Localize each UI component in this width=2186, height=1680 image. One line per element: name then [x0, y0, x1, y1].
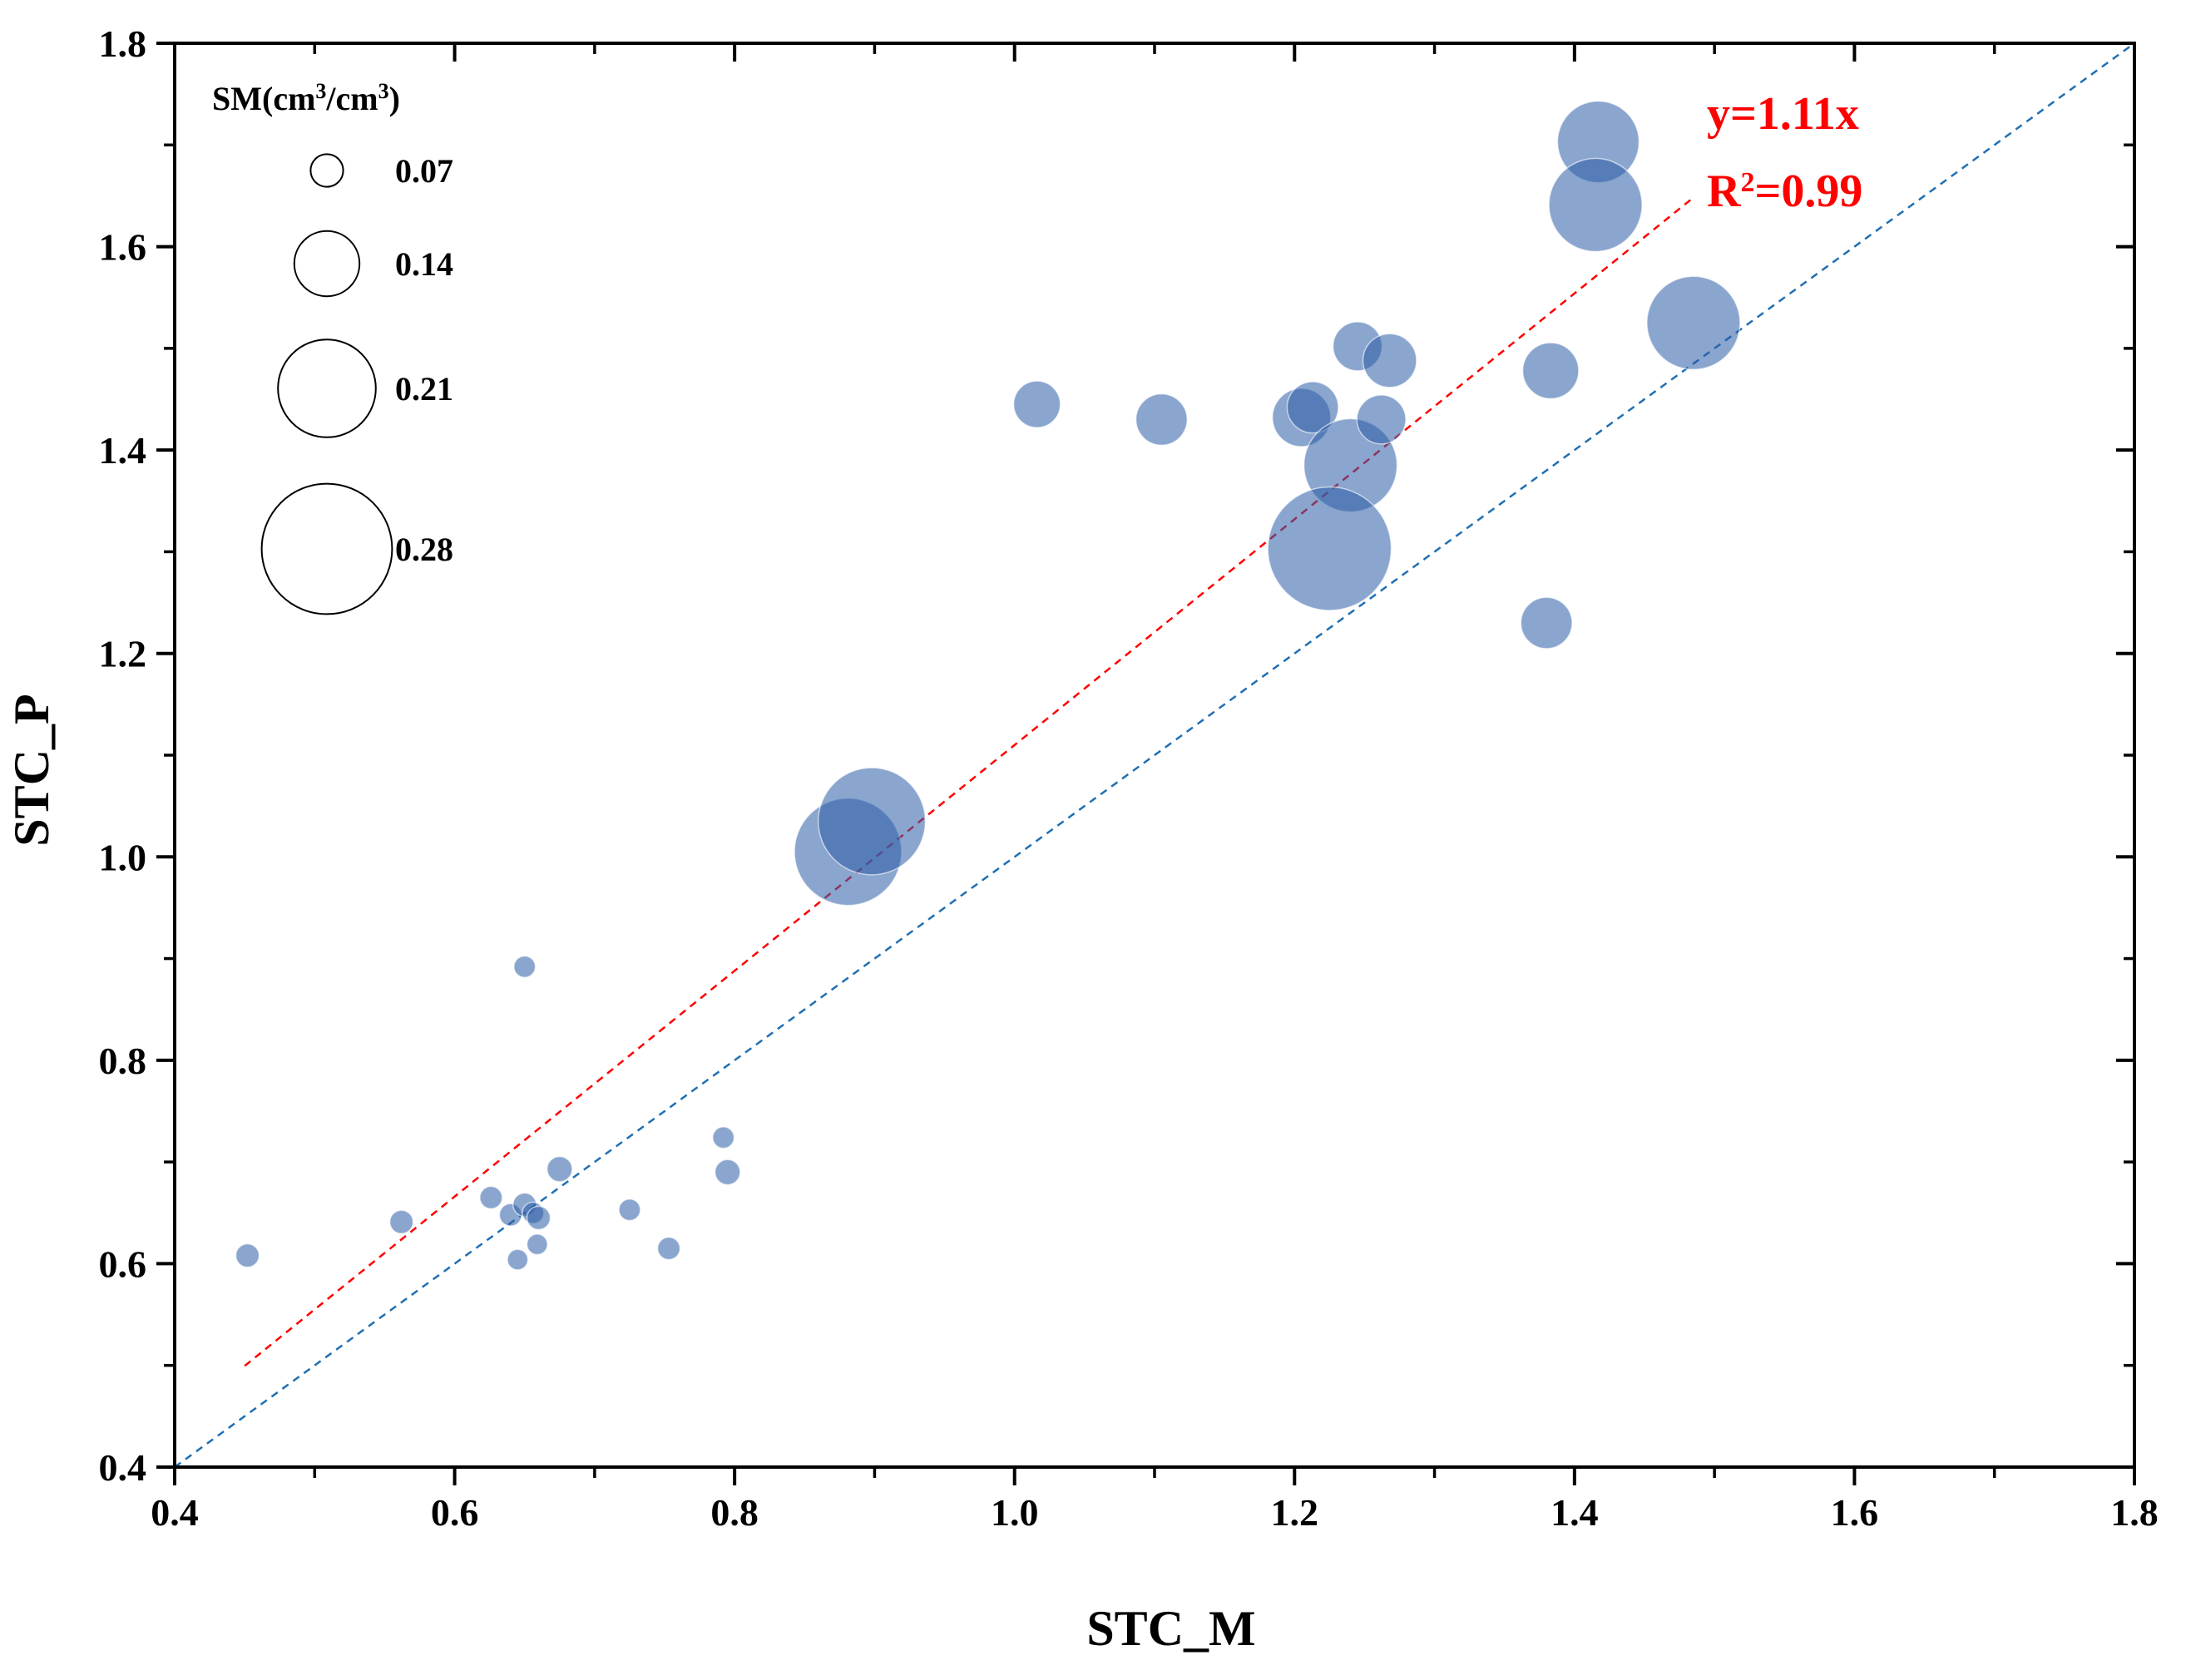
data-point [714, 1159, 741, 1186]
data-point [507, 1248, 529, 1271]
size-legend-label: 0.28 [395, 531, 453, 568]
x-tick-label: 0.6 [431, 1491, 479, 1534]
data-point [513, 955, 537, 978]
data-point [1135, 393, 1188, 447]
data-point [817, 767, 927, 876]
size-legend-label: 0.07 [395, 152, 453, 190]
x-tick-label: 1.2 [1271, 1491, 1319, 1534]
data-point [1012, 380, 1061, 428]
data-point [526, 1233, 548, 1256]
data-point [526, 1205, 551, 1231]
size-legend-circle [260, 482, 393, 615]
data-point [1521, 342, 1580, 400]
data-point [1520, 596, 1573, 650]
data-points [235, 100, 1741, 1271]
data-point [1646, 275, 1741, 371]
y-tick-label: 1.4 [99, 429, 147, 472]
size-legend-label: 0.14 [395, 245, 453, 283]
size-legend-circle [293, 230, 361, 298]
data-point [1286, 381, 1339, 434]
size-legend-circle [277, 338, 377, 438]
y-tick-label: 1.0 [99, 836, 147, 878]
data-point [1267, 486, 1392, 611]
data-point [1356, 394, 1407, 445]
fit-line [244, 196, 1694, 1367]
data-point [656, 1236, 681, 1261]
data-point [546, 1155, 573, 1183]
size-legend-label: 0.21 [395, 370, 453, 408]
data-point [712, 1126, 735, 1149]
one-to-one-line [174, 42, 2135, 1469]
data-point [618, 1198, 641, 1222]
y-tick-label: 0.8 [99, 1040, 147, 1082]
size-legend-title: SM(cm3/cm3) [212, 79, 400, 118]
x-tick-label: 0.8 [710, 1491, 759, 1534]
data-point [1362, 333, 1417, 388]
data-point [479, 1185, 503, 1210]
axis-ticks: 0.4 0.6 0.8 1.0 1.2 1.4 1.6 1.8 0.4 0.6 0.8 1.0 1.2 1… [99, 22, 2159, 1534]
fit-annotation: y=1.11x R2=0.99 [1707, 88, 1862, 217]
y-axis-title: STC_P [4, 694, 59, 846]
data-point [1548, 157, 1643, 253]
x-tick-label: 1.0 [991, 1491, 1039, 1534]
x-tick-label: 0.4 [151, 1491, 199, 1534]
size-legend-circle [309, 153, 344, 188]
y-tick-label: 1.2 [99, 633, 147, 675]
x-axis-title: STC_M [1086, 1601, 1255, 1656]
x-tick-label: 1.8 [2110, 1491, 2159, 1534]
y-tick-label: 0.4 [99, 1446, 147, 1489]
y-tick-label: 0.6 [99, 1243, 147, 1285]
y-tick-label: 1.8 [99, 22, 147, 65]
y-tick-label: 1.6 [99, 226, 147, 269]
reference-lines [174, 42, 2135, 1469]
fit-r-squared: R2=0.99 [1707, 166, 1862, 217]
size-legend: SM(cm3/cm3) 0.07 0.14 0.21 0.28 [212, 79, 453, 615]
data-point [388, 1209, 414, 1235]
fit-equation: y=1.11x [1707, 88, 1859, 140]
x-tick-label: 1.6 [1831, 1491, 1879, 1534]
data-point [235, 1243, 260, 1268]
x-tick-label: 1.4 [1550, 1491, 1599, 1534]
